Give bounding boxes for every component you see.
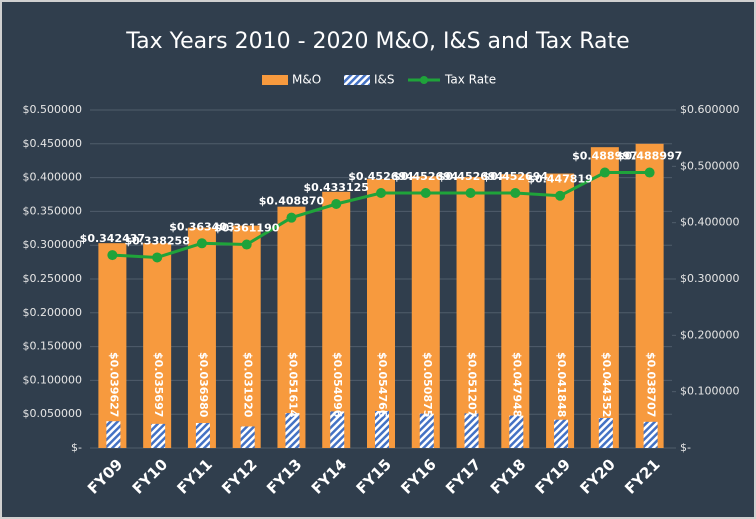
y-tick-label: $0.250000 (23, 272, 83, 285)
y-tick-label: $0.100000 (23, 373, 83, 386)
point (555, 190, 566, 201)
y2-tick-label: $- (680, 441, 691, 454)
bar (143, 243, 172, 448)
bar (285, 413, 300, 448)
bar (277, 206, 306, 448)
data-label: $0.047948 (510, 352, 523, 417)
data-label: $0.031920 (242, 352, 255, 418)
y-tick-label: $0.450000 (23, 137, 83, 150)
y-tick-label: $0.200000 (23, 306, 83, 319)
point (286, 212, 297, 223)
legend-swatch (262, 75, 288, 85)
y-tick-label: $0.150000 (23, 340, 83, 353)
bar (322, 191, 351, 448)
point (420, 187, 431, 198)
data-label: $0.039627 (107, 352, 120, 417)
chart-title: Tax Years 2010 - 2020 M&O, I&S and Tax R… (125, 29, 629, 54)
y-tick-label: $0.350000 (23, 204, 83, 217)
point (510, 187, 521, 198)
bar (546, 173, 575, 448)
bar (501, 174, 530, 448)
data-label: $0.447819 (527, 173, 592, 186)
bar (187, 227, 216, 448)
data-label: $0.452694 (393, 170, 459, 183)
bar (98, 243, 127, 448)
data-label: $0.041848 (555, 352, 568, 417)
data-label: $0.054766 (376, 352, 389, 418)
point (644, 167, 655, 178)
y2-tick-label: $0.400000 (680, 216, 740, 229)
point (196, 238, 207, 249)
bar (635, 143, 664, 449)
bar (195, 423, 210, 448)
data-label: $0.044352 (600, 352, 613, 417)
data-label: $0.452694 (348, 170, 414, 183)
bar (240, 426, 255, 448)
bar (554, 419, 569, 448)
data-label: $0.433125 (304, 181, 369, 194)
bar (590, 147, 619, 448)
data-label: $0.342437 (80, 232, 145, 245)
y-tick-label: $0.300000 (23, 238, 83, 251)
bar (367, 178, 395, 448)
y2-tick-label: $0.600000 (680, 103, 740, 116)
data-label: $0.050875 (421, 352, 434, 417)
bar (643, 421, 658, 448)
data-label: $0.054096 (331, 352, 344, 418)
data-label: $0.408870 (259, 195, 325, 208)
point (465, 187, 476, 198)
bar (411, 176, 440, 449)
data-label: $0.488997 (617, 150, 682, 163)
data-label: $0.035697 (152, 352, 165, 417)
data-label: $0.361190 (214, 222, 280, 235)
data-label: $0.452694 (438, 170, 504, 183)
bar (456, 176, 485, 448)
bar (330, 411, 345, 448)
bar (464, 413, 479, 448)
point (331, 199, 342, 210)
data-label: $0.051614 (286, 352, 299, 418)
legend-label: Tax Rate (444, 73, 496, 87)
y2-tick-label: $0.200000 (680, 328, 740, 341)
bar (598, 418, 613, 448)
legend-marker (420, 76, 428, 84)
point (599, 167, 610, 178)
point (241, 239, 252, 250)
point (107, 250, 118, 261)
data-label: $0.038707 (645, 352, 658, 417)
bar (151, 423, 166, 448)
data-label: $0.452694 (483, 170, 549, 183)
y-tick-label: $- (71, 441, 82, 454)
legend-label: M&O (292, 73, 321, 87)
legend-label: I&S (374, 73, 395, 87)
legend-swatch (344, 75, 370, 85)
y2-tick-label: $0.300000 (680, 272, 740, 285)
point (376, 187, 386, 198)
bar (106, 421, 121, 448)
data-label: $0.036980 (197, 352, 210, 418)
bar (375, 410, 389, 448)
data-label: $0.051207 (466, 352, 479, 417)
data-label: $0.363403 (169, 220, 234, 233)
bar (509, 415, 524, 448)
data-label: $0.488997 (572, 150, 637, 163)
y2-tick-label: $0.500000 (680, 159, 740, 172)
point (152, 252, 163, 263)
y-tick-label: $0.500000 (23, 103, 83, 116)
y-tick-label: $0.400000 (23, 171, 83, 184)
bar (232, 225, 261, 448)
data-label: $0.338258 (124, 234, 189, 247)
bar (419, 413, 434, 448)
y-tick-label: $0.050000 (23, 407, 83, 420)
y2-tick-label: $0.100000 (680, 385, 740, 398)
